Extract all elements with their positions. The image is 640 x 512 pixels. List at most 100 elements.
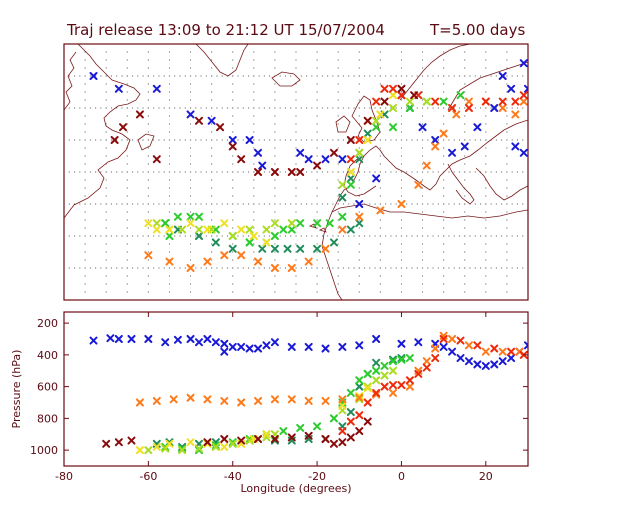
grid-dot bbox=[506, 107, 508, 109]
grid-dot bbox=[379, 115, 381, 117]
grid-dot bbox=[437, 75, 439, 77]
grid-dot bbox=[153, 75, 155, 77]
grid-dot bbox=[342, 75, 344, 77]
grid-dot bbox=[232, 243, 234, 245]
grid-dot bbox=[395, 171, 397, 173]
grid-dot bbox=[79, 139, 81, 141]
grid-dot bbox=[205, 107, 207, 109]
pressure-marker-green bbox=[279, 427, 288, 436]
grid-dot bbox=[316, 59, 318, 61]
grid-dot bbox=[226, 203, 228, 205]
grid-dot bbox=[116, 139, 118, 141]
grid-dot bbox=[358, 195, 360, 197]
grid-dot bbox=[422, 251, 424, 253]
map-marker-dark-red bbox=[110, 136, 119, 144]
grid-dot bbox=[126, 99, 128, 101]
grid-dot bbox=[168, 291, 170, 293]
grid-dot bbox=[121, 203, 123, 205]
grid-dot bbox=[306, 267, 308, 269]
grid-dot bbox=[79, 267, 81, 269]
grid-dot bbox=[232, 251, 234, 253]
grid-dot bbox=[232, 99, 234, 101]
map-marker-orange bbox=[414, 180, 423, 189]
grid-dot bbox=[179, 139, 181, 141]
grid-dot bbox=[337, 107, 339, 109]
pressure-marker-dark-blue bbox=[262, 341, 271, 350]
grid-dot bbox=[422, 115, 424, 117]
grid-dot bbox=[390, 267, 392, 269]
grid-dot bbox=[253, 91, 255, 93]
grid-dot bbox=[168, 275, 170, 277]
grid-dot bbox=[195, 203, 197, 205]
grid-dot bbox=[163, 171, 165, 173]
grid-dot bbox=[522, 235, 524, 237]
map-marker-red bbox=[389, 84, 398, 93]
grid-dot bbox=[485, 203, 487, 205]
grid-dot bbox=[337, 83, 339, 85]
grid-dot bbox=[95, 267, 97, 269]
grid-dot bbox=[495, 171, 497, 173]
grid-dot bbox=[506, 123, 508, 125]
grid-dot bbox=[369, 75, 371, 77]
grid-dot bbox=[147, 275, 149, 277]
grid-dot bbox=[337, 187, 339, 189]
grid-dot bbox=[84, 235, 86, 237]
grid-dot bbox=[126, 267, 128, 269]
grid-dot bbox=[190, 195, 192, 197]
grid-dot bbox=[485, 123, 487, 125]
grid-dot bbox=[110, 139, 112, 141]
map-marker-teal bbox=[313, 244, 322, 253]
map-marker-orange bbox=[519, 97, 528, 106]
grid-dot bbox=[321, 235, 323, 237]
grid-dot bbox=[422, 67, 424, 69]
grid-dot bbox=[400, 283, 402, 285]
grid-dot bbox=[379, 203, 381, 205]
grid-dot bbox=[506, 283, 508, 285]
grid-dot bbox=[379, 67, 381, 69]
pressure-marker-orange bbox=[287, 395, 296, 404]
grid-dot bbox=[443, 251, 445, 253]
map-marker-yellow bbox=[262, 238, 271, 247]
grid-dot bbox=[485, 155, 487, 157]
grid-dot bbox=[232, 123, 234, 125]
grid-dot bbox=[195, 75, 197, 77]
grid-dot bbox=[74, 107, 76, 109]
grid-dot bbox=[464, 195, 466, 197]
grid-dot bbox=[190, 83, 192, 85]
map-marker-teal bbox=[296, 244, 305, 253]
grid-dot bbox=[253, 67, 255, 69]
grid-dot bbox=[126, 67, 128, 69]
grid-dot bbox=[306, 235, 308, 237]
grid-dot bbox=[316, 203, 318, 205]
grid-dot bbox=[232, 291, 234, 293]
grid-dot bbox=[100, 171, 102, 173]
grid-dot bbox=[464, 243, 466, 245]
grid-dot bbox=[248, 267, 250, 269]
grid-dot bbox=[464, 187, 466, 189]
grid-dot bbox=[89, 171, 91, 173]
grid-dot bbox=[248, 75, 250, 77]
grid-dot bbox=[406, 171, 408, 173]
map-marker-dark-blue bbox=[448, 148, 457, 157]
grid-dot bbox=[168, 107, 170, 109]
grid-dot bbox=[126, 219, 128, 221]
grid-dot bbox=[485, 59, 487, 61]
pressure-marker-green bbox=[355, 376, 364, 385]
grid-dot bbox=[374, 267, 376, 269]
grid-dot bbox=[110, 75, 112, 77]
grid-dot bbox=[84, 83, 86, 85]
grid-dot bbox=[195, 235, 197, 237]
grid-dot bbox=[126, 171, 128, 173]
grid-dot bbox=[406, 235, 408, 237]
map-marker-lime bbox=[355, 148, 364, 157]
map-marker-dark-blue bbox=[152, 84, 161, 93]
grid-dot bbox=[105, 155, 107, 157]
grid-dot bbox=[168, 155, 170, 157]
grid-dot bbox=[379, 147, 381, 149]
grid-dot bbox=[274, 107, 276, 109]
pressure-marker-dark-blue bbox=[127, 334, 136, 343]
grid-dot bbox=[132, 171, 134, 173]
grid-dot bbox=[253, 163, 255, 165]
map-marker-yellow bbox=[346, 168, 355, 176]
grid-dot bbox=[105, 275, 107, 277]
